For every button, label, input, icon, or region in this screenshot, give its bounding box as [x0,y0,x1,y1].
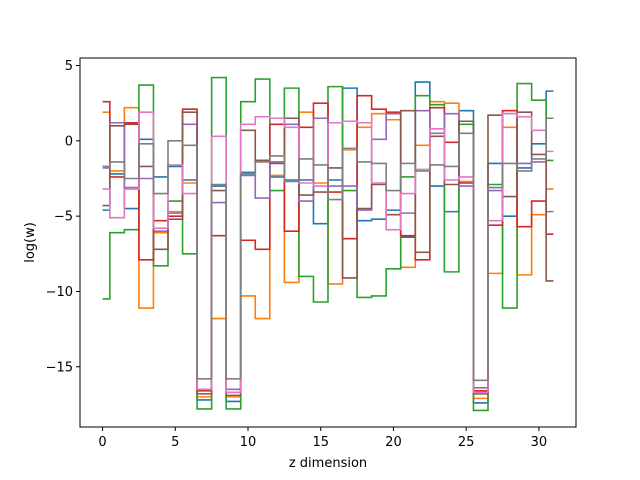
y-tick-label: −15 [46,360,73,375]
series-line-5 [102,109,554,391]
y-tick-label: −10 [46,285,73,300]
series-line-7 [102,111,554,394]
y-axis-label: log(w) [23,222,38,263]
y-axis: 5 0 −5 −10 −15 [46,59,80,375]
x-tick-label: 15 [312,435,329,450]
x-tick-label: 25 [458,435,475,450]
plot-frame [79,57,577,428]
y-tick-label: 5 [65,59,73,74]
y-tick-label: 0 [65,134,73,149]
series-layer [102,76,554,412]
x-axis: 0 5 10 15 20 25 30 [98,427,547,450]
x-tick-label: 30 [531,435,548,450]
x-tick-label: 0 [98,435,106,450]
x-tick-label: 5 [171,435,179,450]
x-axis-label: z dimension [289,456,367,471]
x-tick-label: 20 [385,435,402,450]
x-tick-label: 10 [240,435,257,450]
y-tick-label: −5 [54,210,73,225]
series-line-8 [102,117,554,382]
